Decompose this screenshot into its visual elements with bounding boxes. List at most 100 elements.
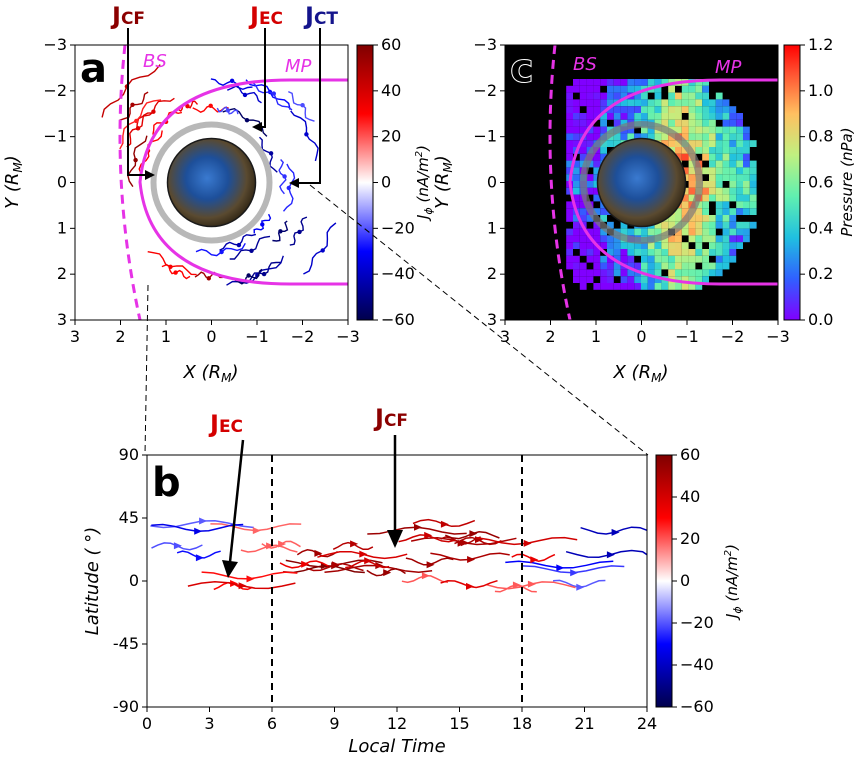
heatmap-cell: [722, 174, 730, 181]
heatmap-cell: [702, 201, 709, 209]
heatmap-cell: [566, 99, 573, 107]
heatmap-cell: [722, 113, 730, 120]
heatmap-cell: [573, 140, 580, 147]
heatmap-cell: [702, 269, 709, 277]
heatmap-cell: [593, 92, 601, 100]
heatmap-cell: [702, 133, 709, 141]
heatmap-cell: [729, 228, 737, 236]
heatmap-cell: [715, 269, 723, 277]
heatmap-cell: [729, 153, 737, 161]
heatmap-cell: [729, 133, 737, 141]
heatmap-cell: [641, 126, 648, 134]
heatmap-cell: [722, 140, 730, 147]
heatmap-cell: [702, 99, 709, 107]
heatmap-cell: [593, 160, 601, 168]
panel-a-ylabel: Y (RM): [2, 155, 25, 209]
stream-arrow: [278, 229, 283, 234]
heatmap-cell: [661, 242, 669, 249]
stream-arrow: [219, 249, 224, 255]
heatmap-cell: [695, 255, 703, 263]
heatmap-cell: [729, 119, 737, 127]
heatmap-cell: [593, 187, 601, 195]
heatmap-cell: [573, 228, 580, 236]
heatmap-cell: [749, 221, 757, 229]
heatmap-cell: [743, 221, 750, 229]
heatmap-cell: [641, 113, 648, 120]
heatmap-cell: [702, 119, 709, 127]
heatmap-cell: [675, 269, 682, 277]
heatmap-cell: [729, 194, 737, 202]
stream-arrow: [364, 557, 373, 565]
heatmap-cell: [573, 113, 580, 120]
heatmap-cell: [715, 153, 723, 161]
heatmap-cell: [709, 160, 716, 168]
panel-b-xlabel: Local Time: [348, 736, 445, 757]
heatmap-cell: [675, 242, 682, 249]
colorbar-a-tick-label: 20: [381, 127, 401, 146]
stream-arrow: [151, 109, 156, 114]
heatmap-cell: [607, 221, 614, 229]
heatmap-cell: [675, 228, 682, 236]
heatmap-cell: [661, 133, 669, 141]
panel-label-b: b: [152, 460, 181, 506]
stream-arrow: [130, 102, 135, 108]
heatmap-cell: [695, 99, 703, 107]
heatmap-cell: [688, 262, 696, 270]
heatmap-cell: [627, 228, 635, 236]
heatmap-cell: [709, 262, 716, 270]
panel-a-yticks: −3 −2 −1 0 1 2 3: [43, 35, 75, 329]
heatmap-cell: [702, 235, 709, 243]
panel-c-xticks: 3 2 1 0 −1 −2 −3: [500, 320, 790, 346]
heatmap-cell: [613, 269, 621, 277]
heatmap-cell: [566, 187, 573, 195]
heatmap-cell: [566, 242, 573, 249]
panel-b-ytick-label: -90: [113, 697, 139, 716]
heatmap-cell: [668, 249, 675, 256]
stream-arrow: [424, 531, 433, 539]
heatmap-cell: [593, 133, 601, 141]
heatmap-cell: [702, 167, 709, 175]
heatmap-cell: [675, 99, 682, 107]
label-j-cf-b: JCF: [373, 404, 408, 548]
heatmap-cell: [573, 119, 580, 127]
panel-b-xtick-label: 6: [267, 714, 277, 733]
heatmap-cell: [668, 92, 675, 100]
magnetopause-line: [138, 78, 348, 286]
heatmap-cell: [641, 255, 648, 263]
heatmap-cell: [675, 276, 682, 283]
heatmap-cell: [695, 113, 703, 120]
stream-arrow: [611, 528, 620, 536]
heatmap-cell: [620, 106, 628, 113]
heatmap-cell: [709, 99, 716, 107]
heatmap-cell: [586, 249, 594, 256]
heatmap-cell: [668, 99, 675, 107]
stream-arrow: [527, 580, 536, 588]
heatmap-cell: [579, 140, 587, 147]
panel-c-ytick-label: −2: [473, 81, 497, 100]
stream-arrow: [414, 523, 422, 531]
colorbar-a-tick-label: 0: [381, 173, 391, 192]
panel-b-xtick-label: 18: [512, 714, 532, 733]
heatmap-cell: [620, 283, 628, 290]
heatmap-cell: [668, 119, 675, 127]
heatmap-cell: [702, 106, 709, 113]
heatmap-cell: [702, 153, 709, 161]
heatmap-cell: [627, 276, 635, 283]
heatmap-cell: [566, 119, 573, 127]
heatmap-cell: [654, 113, 662, 120]
heatmap-cell: [634, 99, 641, 107]
heatmap-cell: [688, 283, 696, 290]
heatmap-cell: [722, 99, 730, 107]
heatmap-cell: [613, 255, 621, 263]
heatmap-cell: [715, 113, 723, 120]
heatmap-cell: [681, 283, 689, 290]
heatmap-cell: [729, 255, 737, 263]
heatmap-cell: [749, 181, 757, 188]
colorbar-b-tick-label: −60: [680, 697, 714, 716]
heatmap-cell: [647, 249, 655, 256]
heatmap-cell: [593, 174, 601, 181]
label-j-ct-a: JCT: [289, 2, 338, 188]
heatmap-cell: [722, 228, 730, 236]
heatmap-cell: [688, 249, 696, 256]
heatmap-cell: [702, 262, 709, 270]
